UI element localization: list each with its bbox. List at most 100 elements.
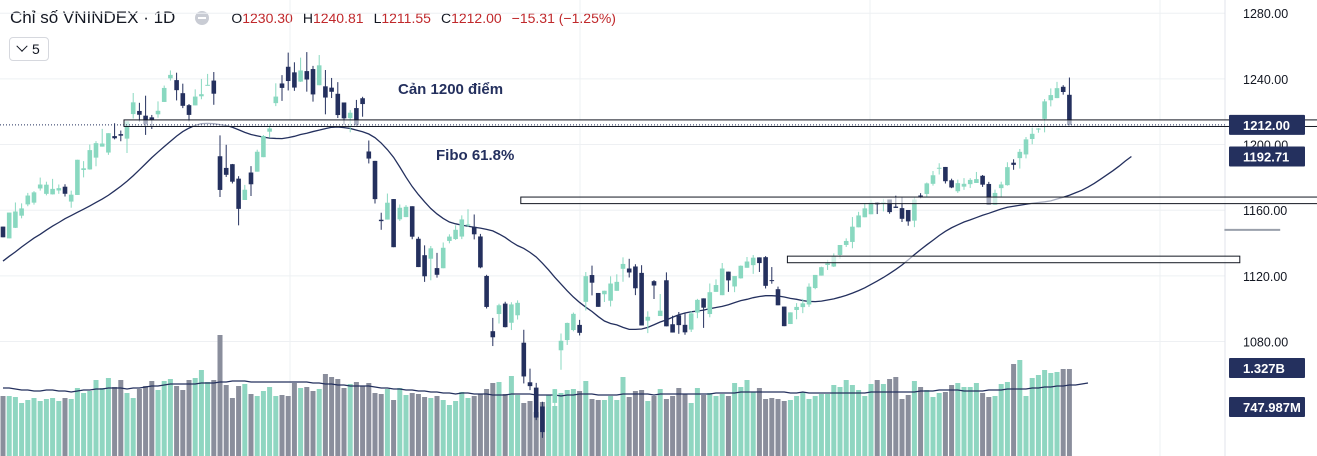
- volume-bar: [273, 396, 279, 456]
- volume-bar: [93, 380, 99, 456]
- candle: [843, 240, 849, 245]
- candle: [850, 226, 855, 242]
- volume-bar: [570, 389, 576, 456]
- volume-bar: [707, 393, 713, 456]
- candle: [595, 292, 601, 307]
- volume-bar: [217, 335, 223, 456]
- candle: [664, 280, 669, 327]
- volume-bar: [446, 405, 452, 456]
- candle: [50, 188, 55, 195]
- candle: [372, 160, 378, 200]
- volume-bar: [1048, 373, 1054, 456]
- candle: [37, 184, 43, 189]
- candle: [459, 219, 465, 237]
- indicators-toggle-button[interactable]: 5: [9, 37, 49, 61]
- volume-bar: [763, 399, 769, 456]
- candle: [899, 208, 905, 219]
- candle: [961, 183, 967, 187]
- volume-bar: [285, 396, 291, 456]
- candle: [602, 290, 607, 295]
- volume-bar: [37, 401, 43, 456]
- volume-bar: [81, 393, 87, 456]
- volume-bar: [118, 380, 124, 456]
- candle: [230, 164, 235, 182]
- volume-bar: [521, 403, 527, 456]
- volume-bar: [887, 379, 893, 456]
- candle: [744, 261, 750, 268]
- volume-bar: [1029, 378, 1035, 456]
- volume-bar: [967, 387, 973, 456]
- candle: [403, 206, 409, 218]
- candle: [763, 257, 768, 286]
- candle: [254, 151, 260, 172]
- candle: [118, 134, 124, 136]
- volume-bar: [440, 400, 446, 456]
- candle: [453, 229, 458, 240]
- volume-bar: [527, 401, 533, 456]
- volume-bar: [155, 390, 161, 456]
- candle: [168, 74, 173, 79]
- volume-bar: [310, 391, 316, 456]
- candle: [478, 236, 483, 268]
- candle: [199, 94, 204, 97]
- volume-bar: [775, 399, 781, 456]
- candle: [19, 208, 24, 216]
- volume-bar: [837, 387, 843, 456]
- candle: [943, 166, 948, 182]
- volume-bar: [453, 401, 459, 456]
- volume-bar: [645, 401, 651, 456]
- candle: [211, 80, 217, 94]
- volume-bar: [1042, 370, 1048, 456]
- volume-bar: [942, 392, 948, 456]
- volume-bar: [657, 389, 663, 456]
- volume-bar: [459, 392, 465, 456]
- volume-bar: [732, 383, 738, 456]
- volume-bar: [74, 388, 80, 456]
- candle: [1067, 94, 1072, 125]
- annotations: Cản 1200 điểm Fibo 61.8%: [0, 81, 1317, 264]
- volume-bar: [831, 385, 837, 456]
- volume-bar: [701, 395, 707, 456]
- volume-bar: [694, 388, 700, 456]
- volume-bar: [862, 396, 868, 456]
- volume-bar: [849, 385, 855, 456]
- volume-bar: [372, 393, 378, 456]
- minimize-icon[interactable]: [195, 11, 210, 25]
- volume-bars: [0, 335, 1072, 456]
- candle: [775, 289, 781, 306]
- candle: [341, 102, 347, 119]
- candle: [81, 168, 86, 170]
- candle: [695, 299, 700, 313]
- volume-bar: [825, 394, 831, 456]
- candle: [490, 331, 496, 338]
- candle: [174, 80, 179, 91]
- volume-bar: [434, 396, 440, 456]
- volume-bar: [601, 400, 607, 456]
- volume-bar: [99, 388, 105, 456]
- volume-bar: [651, 396, 657, 456]
- candle: [242, 189, 248, 200]
- candle: [1023, 139, 1029, 155]
- volume-bar: [1054, 372, 1060, 456]
- volume-bar: [756, 388, 762, 456]
- volume-bar: [949, 385, 955, 456]
- candle: [905, 209, 911, 222]
- candle: [44, 184, 49, 194]
- candle: [688, 313, 694, 330]
- candle: [1011, 162, 1016, 165]
- low-value: 1211.55: [381, 10, 431, 26]
- candle: [112, 136, 117, 139]
- volume-bar: [899, 399, 905, 456]
- candle: [1036, 128, 1041, 130]
- volume-bar: [267, 387, 273, 456]
- volume-bar: [112, 387, 118, 456]
- candle: [930, 175, 936, 184]
- volume-bar: [211, 380, 217, 456]
- candle: [366, 151, 372, 159]
- volume-bar: [56, 401, 62, 456]
- candle: [496, 305, 502, 315]
- volume-bar: [880, 384, 886, 456]
- volume-bar: [583, 381, 589, 456]
- candle: [546, 407, 551, 432]
